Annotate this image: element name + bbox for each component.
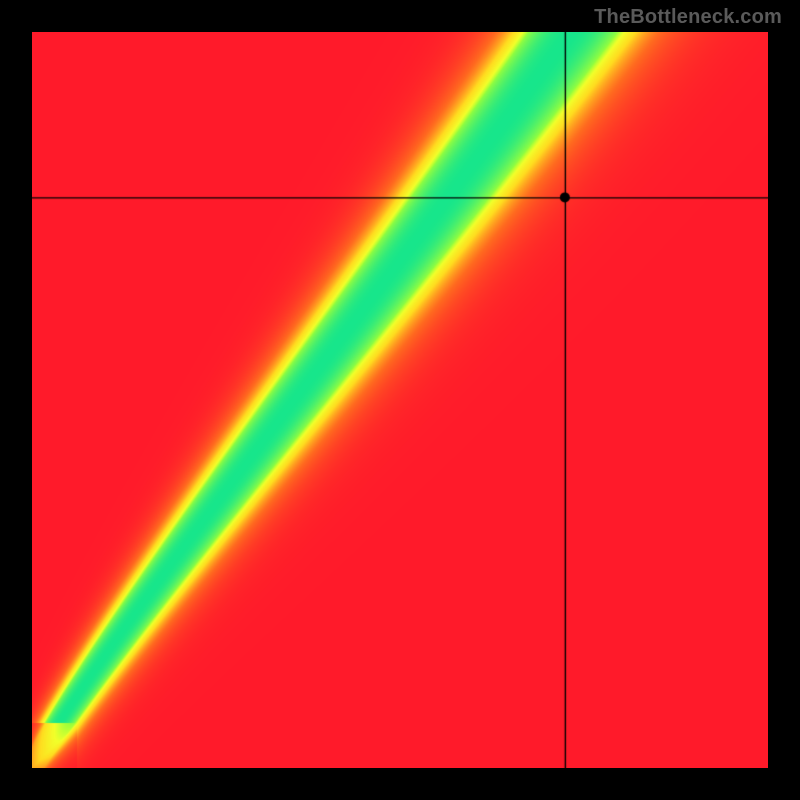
heatmap-canvas xyxy=(32,32,768,768)
bottleneck-heatmap xyxy=(32,32,768,768)
attribution-text: TheBottleneck.com xyxy=(594,6,782,29)
